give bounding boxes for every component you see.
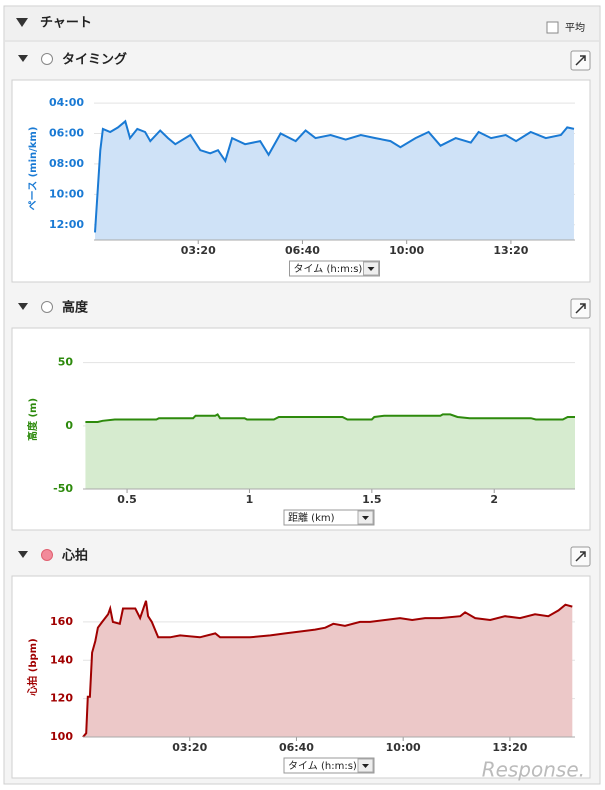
select-arrow [367,267,375,271]
x-tick-label: 13:20 [493,244,528,257]
x-axis-select[interactable] [283,509,375,526]
y-tick-label: 12:00 [49,218,84,231]
area-fill [83,600,573,737]
y-tick-label: 160 [50,615,73,628]
collapse-icon[interactable] [16,18,28,27]
x-tick-label: 10:00 [389,244,424,257]
x-tick-label: 1.5 [362,493,382,506]
y-tick-label: 120 [50,692,73,705]
y-tick-label: 0 [65,419,73,432]
x-tick-label: 06:40 [285,244,320,257]
x-tick-label: 10:00 [386,741,421,754]
average-label: 平均 [565,21,585,34]
y-axis-label: 高度 (m) [26,398,39,441]
collapse-icon[interactable] [18,55,28,62]
section-title: 心拍 [61,548,88,564]
header-bar [5,7,599,40]
area-fill [95,121,574,240]
section-header [5,44,599,74]
expand-icon [575,55,586,66]
data-line [85,413,575,423]
collapse-icon[interactable] [18,551,28,558]
select-arrow [362,764,369,768]
section-header [5,540,599,570]
select-arrow [362,516,369,520]
area-fill [85,414,576,489]
y-tick-label: 06:00 [49,127,84,140]
section-icon [41,549,53,561]
y-tick-label: 100 [50,730,73,743]
y-tick-label: 04:00 [49,96,84,109]
x-tick-label: 03:20 [172,741,207,754]
header-title: チャート [40,16,92,31]
collapse-icon[interactable] [18,303,28,310]
x-tick-label: 03:20 [181,244,216,257]
x-tick-label: 06:40 [279,741,314,754]
x-tick-label: 1 [246,493,254,506]
y-tick-label: -50 [53,482,73,495]
y-tick-label: 08:00 [49,157,84,170]
expand-icon [575,303,586,314]
expand-icon [575,551,586,562]
section-icon [41,301,53,313]
y-axis-label: ペース (min/km) [27,127,39,211]
section-title: 高度 [62,300,89,316]
section-title: タイミング [62,52,127,68]
x-axis-select[interactable] [289,260,380,277]
y-tick-label: 50 [58,356,74,369]
section-header [5,292,599,322]
x-axis-select[interactable] [283,757,375,774]
average-checkbox[interactable] [546,21,559,34]
y-tick-label: 140 [50,653,73,666]
data-line [82,600,573,738]
data-line [94,119,575,233]
x-axis-select-label: タイム (h:m:s) [294,263,363,275]
x-tick-label: 13:20 [492,741,527,754]
section-icon [41,53,53,65]
y-axis-label: 心拍 (bpm) [26,638,39,696]
x-tick-label: 2 [490,493,498,506]
x-tick-label: 0.5 [117,493,137,506]
x-axis-select-label: タイム (h:m:s) [288,760,357,772]
watermark: Response. [482,758,585,782]
x-axis-select-label: 距離 (km) [288,511,335,524]
y-tick-label: 10:00 [49,187,84,200]
